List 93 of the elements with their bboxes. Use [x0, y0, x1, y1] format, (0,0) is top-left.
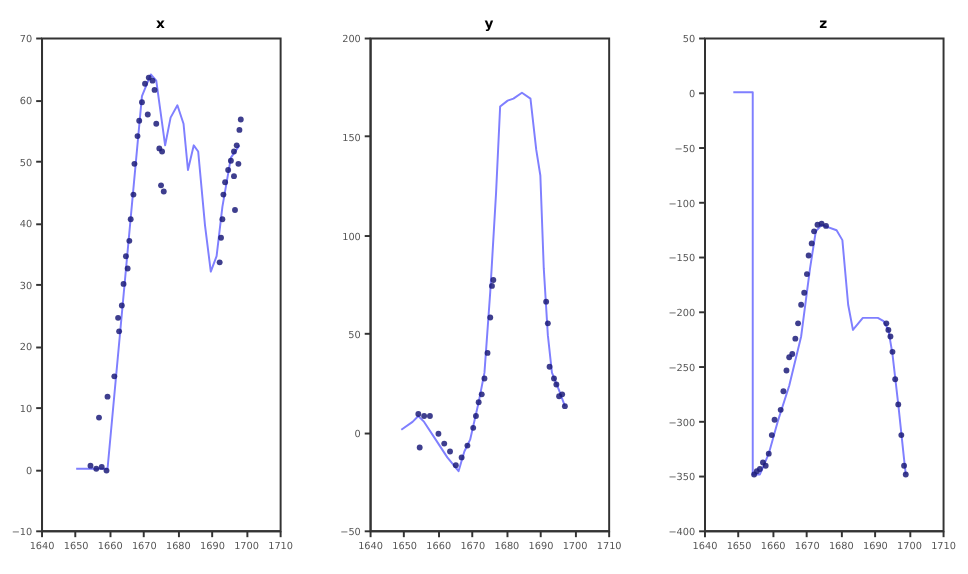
point: [901, 462, 907, 469]
point: [475, 399, 482, 406]
point: [426, 413, 433, 419]
point: [777, 406, 784, 413]
point: [473, 413, 479, 419]
point: [780, 388, 787, 395]
point: [464, 442, 471, 449]
point: [811, 228, 818, 235]
point: [118, 302, 125, 309]
point: [160, 188, 167, 195]
point: [487, 314, 494, 321]
point: [220, 191, 227, 198]
point: [136, 117, 143, 124]
point: [232, 207, 238, 213]
point: [158, 182, 164, 189]
point: [452, 462, 459, 469]
point: [227, 157, 234, 164]
point: [771, 416, 778, 423]
point: [139, 99, 145, 106]
point: [219, 216, 226, 223]
point: [490, 277, 497, 283]
point: [792, 335, 799, 342]
point: [142, 80, 148, 87]
point: [481, 375, 488, 382]
point: [470, 424, 477, 431]
point: [104, 393, 111, 400]
point: [895, 401, 902, 408]
point: [231, 173, 237, 180]
point: [804, 271, 810, 277]
point: [489, 282, 495, 289]
point: [134, 133, 141, 140]
point: [131, 160, 138, 167]
point: [898, 432, 905, 438]
point: [216, 259, 223, 266]
point: [237, 116, 244, 123]
point: [151, 86, 158, 93]
point: [120, 281, 127, 287]
point: [546, 363, 553, 370]
point: [416, 444, 423, 451]
point: [218, 234, 224, 241]
point: [421, 413, 428, 419]
point: [127, 216, 134, 223]
line-series: [400, 91, 566, 473]
point: [768, 432, 775, 438]
point: [415, 411, 422, 417]
point: [892, 376, 899, 383]
point: [123, 253, 129, 260]
point: [889, 348, 896, 355]
point: [116, 328, 123, 335]
point: [96, 414, 102, 421]
point: [553, 381, 560, 388]
point: [236, 127, 243, 133]
line-series: [732, 91, 907, 476]
point: [225, 167, 232, 173]
point: [783, 367, 790, 374]
point: [235, 160, 242, 167]
point: [561, 403, 568, 410]
point: [458, 454, 465, 461]
point: [115, 314, 122, 321]
point: [883, 320, 890, 327]
point: [447, 448, 453, 455]
point: [111, 373, 118, 380]
point: [103, 467, 110, 474]
point: [153, 120, 160, 127]
point: [435, 430, 442, 437]
point: [765, 450, 772, 457]
point: [798, 301, 805, 308]
point: [144, 111, 151, 118]
point: [795, 320, 801, 327]
point: [544, 320, 551, 327]
point: [93, 465, 100, 472]
point: [222, 179, 229, 186]
point: [885, 327, 892, 333]
point: [801, 289, 808, 296]
point: [149, 77, 156, 84]
point: [124, 265, 131, 272]
point: [789, 351, 796, 357]
point: [441, 440, 448, 447]
point: [231, 148, 237, 155]
point: [543, 298, 550, 305]
point: [126, 237, 133, 244]
point: [902, 471, 909, 478]
point: [233, 142, 240, 149]
point: [478, 391, 485, 398]
point: [87, 462, 94, 469]
point: [98, 463, 105, 470]
point: [484, 350, 491, 356]
point: [808, 240, 815, 247]
point: [823, 222, 829, 229]
point: [130, 191, 137, 198]
point: [887, 333, 894, 340]
point: [805, 252, 812, 259]
point: [551, 375, 557, 382]
